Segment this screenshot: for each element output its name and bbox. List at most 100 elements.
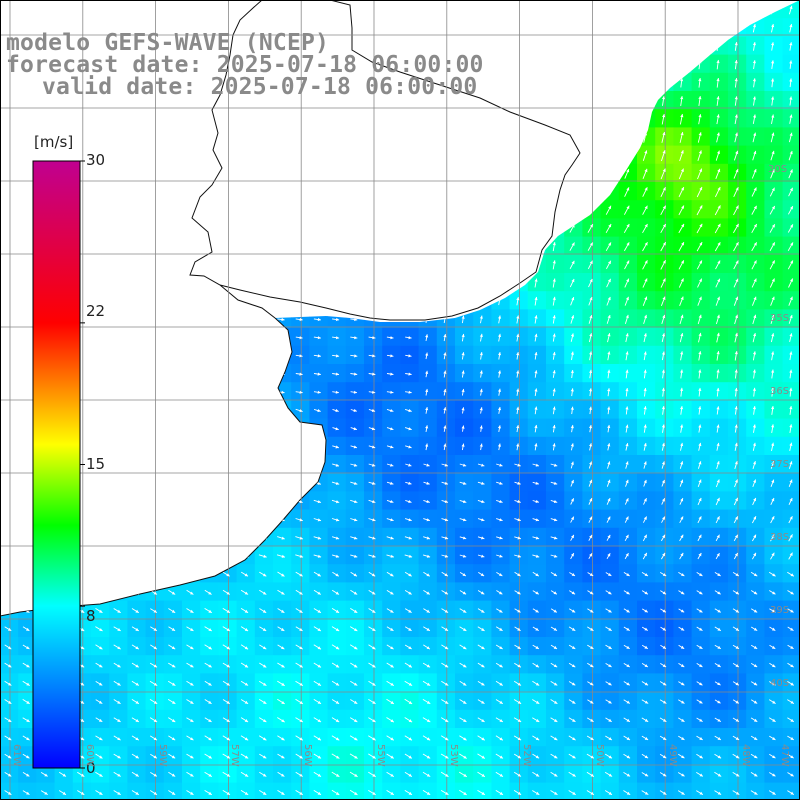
wind-arrow — [404, 226, 413, 231]
wind-cell — [145, 600, 165, 620]
wind-arrow — [22, 245, 31, 249]
wind-cell — [0, 764, 19, 783]
wind-cell — [236, 546, 256, 565]
wind-cell — [291, 709, 310, 729]
wind-arrow — [443, 115, 447, 124]
wind-cell — [418, 218, 438, 237]
wind-arrow — [3, 554, 13, 558]
wind-arrow — [496, 499, 503, 503]
wind-cell — [200, 618, 219, 638]
wind-cell — [691, 127, 711, 146]
wind-arrow — [368, 427, 376, 431]
wind-arrow — [150, 608, 158, 613]
wind-arrow — [367, 99, 377, 103]
wind-arrow — [479, 443, 483, 451]
wind-arrow — [95, 717, 103, 723]
wind-arrow — [660, 150, 666, 162]
wind-arrow — [277, 536, 285, 540]
wind-cell — [200, 764, 219, 783]
wind-arrow — [168, 608, 176, 614]
colorbar-tick-30: 30 — [86, 151, 106, 169]
wind-cell — [691, 327, 711, 347]
wind-cell — [273, 564, 292, 583]
wind-cell — [91, 709, 110, 729]
wind-arrow — [498, 187, 502, 197]
wind-arrow — [168, 336, 176, 340]
wind-arrow — [750, 717, 758, 723]
wind-cell — [673, 0, 692, 19]
wind-cell — [618, 273, 638, 292]
wind-arrow — [331, 245, 340, 249]
wind-arrow — [568, 626, 576, 632]
wind-arrow — [513, 753, 522, 759]
wind-cell — [382, 18, 401, 37]
wind-arrow — [58, 8, 67, 12]
wind-arrow — [131, 299, 140, 303]
wind-cell — [0, 291, 19, 310]
wind-arrow — [789, 60, 793, 69]
wind-arrow — [386, 408, 394, 412]
wind-arrow — [425, 188, 429, 196]
wind-cell — [600, 273, 620, 292]
wind-arrow — [113, 517, 122, 522]
wind-arrow — [495, 699, 504, 705]
wind-arrow — [368, 445, 376, 449]
wind-arrow — [240, 208, 249, 212]
wind-arrow — [461, 6, 465, 14]
wind-cell — [273, 782, 292, 800]
wind-arrow — [532, 753, 540, 759]
wind-arrow — [750, 735, 758, 741]
wind-arrow — [349, 753, 358, 759]
wind-arrow — [606, 534, 611, 541]
wind-arrow — [532, 644, 540, 650]
wind-cell — [91, 236, 110, 256]
wind-arrow — [714, 735, 722, 741]
wind-cell — [746, 36, 765, 55]
wind-cell — [637, 782, 656, 800]
wind-arrow — [4, 172, 12, 176]
wind-cell — [618, 764, 638, 783]
wind-arrow — [386, 499, 394, 503]
wind-arrow — [534, 333, 538, 342]
wind-arrow — [641, 735, 649, 741]
wind-arrow — [425, 388, 429, 396]
wind-cell — [782, 673, 800, 692]
wind-arrow — [625, 351, 629, 361]
wind-arrow — [425, 260, 429, 269]
wind-cell — [218, 673, 237, 692]
wind-arrow — [606, 278, 612, 288]
wind-cell — [273, 127, 292, 146]
wind-cell — [182, 364, 201, 383]
wind-arrow — [534, 169, 538, 179]
wind-arrow — [516, 443, 520, 451]
wind-arrow — [331, 771, 340, 778]
wind-arrow — [680, 351, 684, 361]
wind-cell — [400, 273, 419, 292]
wind-cell — [418, 691, 438, 711]
wind-cell — [764, 364, 783, 383]
wind-cell — [546, 728, 565, 747]
wind-arrow — [386, 698, 395, 705]
wind-arrow — [313, 190, 322, 194]
wind-arrow — [240, 390, 249, 394]
wind-arrow — [570, 60, 574, 70]
wind-arrow — [113, 408, 122, 413]
wind-arrow — [625, 41, 629, 51]
wind-arrow — [295, 172, 304, 176]
wind-cell — [509, 728, 529, 747]
wind-arrow — [4, 481, 12, 485]
wind-cell — [728, 36, 747, 55]
wind-cell — [673, 36, 692, 55]
wind-arrow — [714, 699, 721, 704]
wind-cell — [291, 655, 310, 674]
wind-arrow — [386, 571, 394, 577]
wind-arrow — [313, 608, 322, 614]
wind-arrow — [131, 771, 140, 777]
wind-cell — [364, 764, 383, 783]
wind-arrow — [350, 536, 358, 540]
wind-arrow — [58, 99, 67, 103]
wind-cell — [436, 709, 456, 729]
wind-arrow — [771, 442, 775, 451]
wind-cell — [236, 527, 256, 547]
wind-arrow — [331, 608, 340, 614]
